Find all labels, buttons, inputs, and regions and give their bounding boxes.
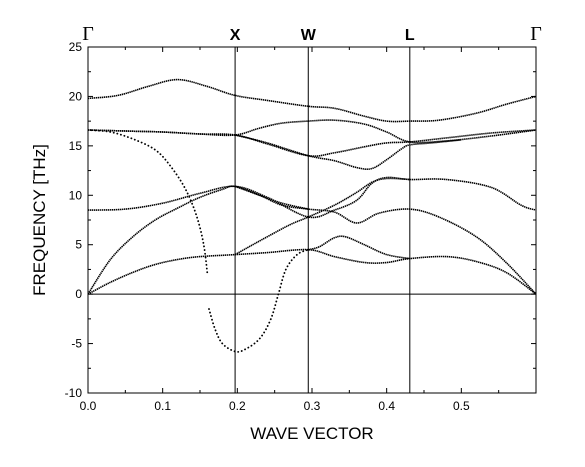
branch-line-5 <box>88 119 536 144</box>
y-tick-label-5: 15 <box>69 139 83 153</box>
y-tick-label-3: 5 <box>75 238 82 252</box>
branch-line-8 <box>234 177 410 256</box>
symmetry-point-label-3: L <box>405 27 415 44</box>
symmetry-point-label-4: Γ <box>530 23 542 45</box>
branch-line-1 <box>88 248 536 295</box>
symmetry-point-label-1: X <box>230 27 241 44</box>
y-tick-label-6: 20 <box>69 89 83 103</box>
branch-line-6 <box>88 78 536 123</box>
x-tick-label-4: 0.4 <box>378 399 395 413</box>
branch-line-3 <box>88 176 536 219</box>
branch-line-7 <box>234 134 462 170</box>
dotted-branch-1 <box>88 129 209 276</box>
branch-line-10 <box>234 185 309 210</box>
branch-line-4 <box>88 129 536 157</box>
axis-ticks <box>87 46 536 394</box>
y-tick-label-2: 0 <box>75 287 82 301</box>
symmetry-point-label-2: W <box>301 27 317 44</box>
x-tick-label-0: 0.0 <box>80 399 97 413</box>
series-layer <box>88 78 536 353</box>
x-axis-title: WAVE VECTOR <box>250 424 373 443</box>
reference-lines <box>88 47 536 393</box>
y-axis-title: FREQUENCY [THz] <box>30 144 49 296</box>
dotted-branch-2 <box>208 248 310 353</box>
x-tick-label-2: 0.2 <box>229 399 246 413</box>
symmetry-point-label-0: Γ <box>82 23 94 45</box>
y-tick-label-7: 25 <box>69 40 83 54</box>
x-tick-label-3: 0.3 <box>304 399 321 413</box>
branch-line-9 <box>308 235 410 260</box>
branch-line-2 <box>88 185 536 295</box>
y-tick-label-1: -5 <box>71 337 82 351</box>
y-tick-label-0: -10 <box>65 386 83 400</box>
x-tick-label-5: 0.5 <box>453 399 470 413</box>
x-tick-label-1: 0.1 <box>154 399 171 413</box>
y-tick-label-4: 10 <box>69 188 83 202</box>
